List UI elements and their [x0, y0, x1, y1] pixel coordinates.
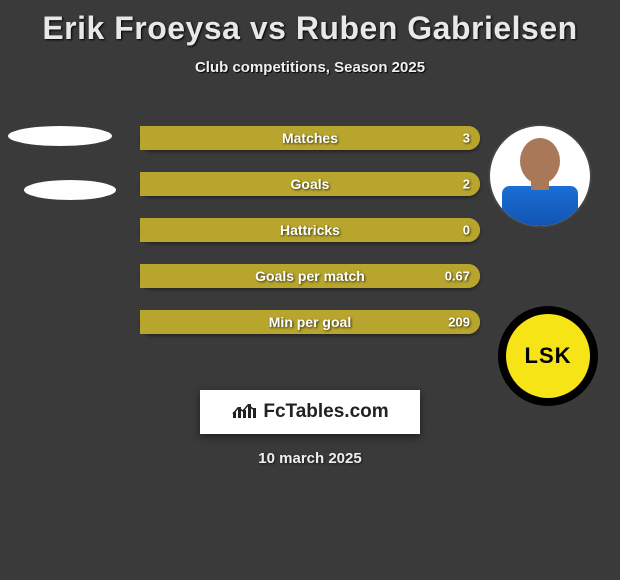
player2-jersey [502, 186, 578, 226]
stat-bar: Matches 3 [140, 126, 480, 150]
stat-value-right: 209 [448, 315, 470, 330]
stat-label: Goals per match [255, 268, 365, 284]
page-title: Erik Froeysa vs Ruben Gabrielsen [0, 0, 620, 47]
stat-label: Goals [291, 176, 330, 192]
date-text: 10 march 2025 [0, 450, 620, 467]
player1-shape-top [8, 126, 112, 146]
stat-label: Min per goal [269, 314, 351, 330]
stat-bar: Min per goal 209 [140, 310, 480, 334]
stat-bar: Goals per match 0.67 [140, 264, 480, 288]
stat-label: Hattricks [280, 222, 340, 238]
player1-shape-bottom [24, 180, 116, 200]
player2-head [520, 138, 560, 184]
club-badge: LSK [498, 306, 598, 406]
stat-value-right: 0.67 [445, 269, 470, 284]
club-badge-inner: LSK [506, 314, 590, 398]
stat-value-right: 3 [463, 131, 470, 146]
club-badge-text: LSK [506, 343, 590, 369]
fctables-chart-icon [231, 400, 257, 425]
stat-bars: Matches 3 Goals 2 Hattricks 0 Goals per match 0… [140, 126, 480, 356]
stat-bar: Goals 2 [140, 172, 480, 196]
fctables-logo: FcTables.com [200, 390, 420, 434]
stat-value-right: 2 [463, 177, 470, 192]
stat-value-right: 0 [463, 223, 470, 238]
page-subtitle: Club competitions, Season 2025 [0, 59, 620, 76]
player2-photo [490, 126, 590, 226]
fctables-text: FcTables.com [263, 401, 388, 423]
stat-label: Matches [282, 130, 338, 146]
stat-bar: Hattricks 0 [140, 218, 480, 242]
